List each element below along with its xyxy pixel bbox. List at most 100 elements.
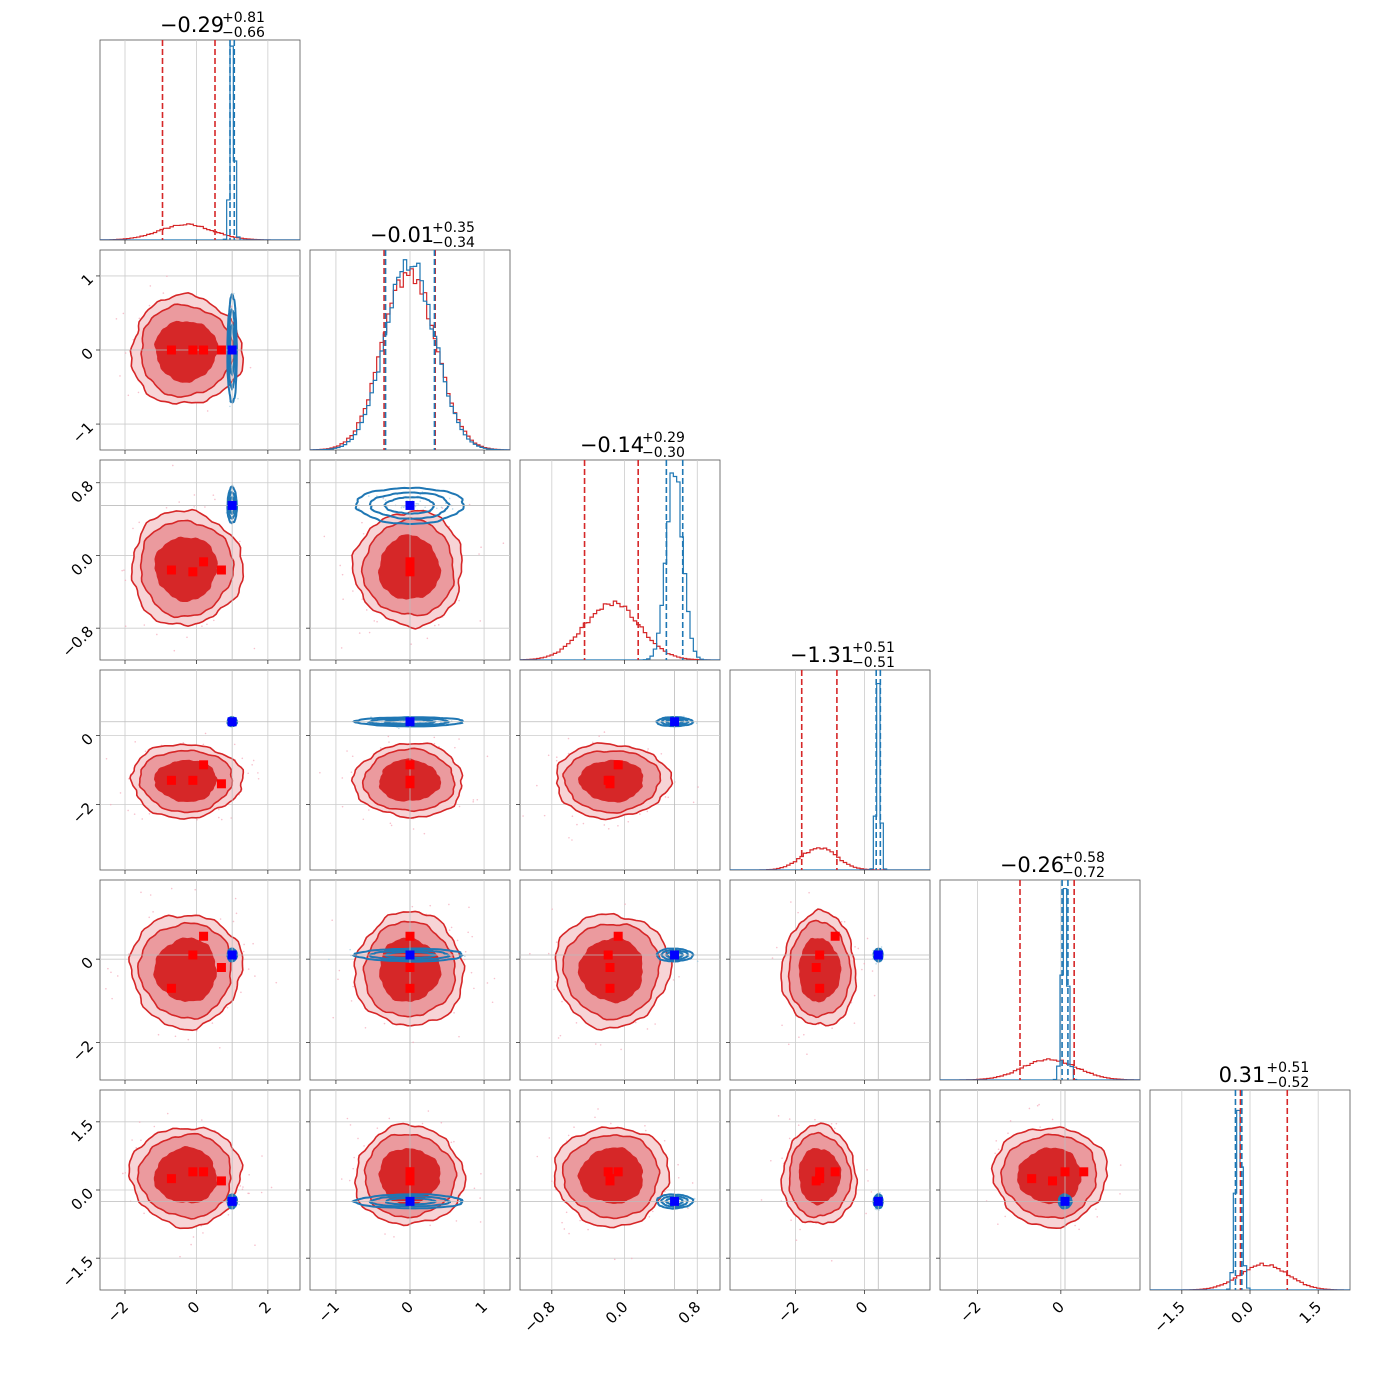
red-sample-point	[491, 1001, 494, 1004]
red-sample-point	[247, 968, 250, 970]
y-tick-label: −1	[69, 418, 97, 446]
red-sample-point	[667, 796, 670, 799]
red-marker	[216, 779, 226, 789]
panel-title-lower: −0.34	[432, 235, 475, 251]
red-sample-point	[567, 1134, 570, 1137]
blue-sample-point	[682, 1198, 685, 1201]
red-sample-point	[863, 962, 866, 965]
red-sample-point	[331, 919, 333, 922]
y-tick-label: 0	[78, 730, 97, 749]
red-sample-point	[467, 931, 469, 934]
red-sample-point	[630, 1257, 633, 1260]
red-marker	[1048, 1176, 1057, 1186]
scatter-panel-4-2	[516, 879, 721, 1084]
red-sample-point	[870, 1191, 873, 1193]
red-density-contour	[798, 1147, 842, 1206]
red-density-fill	[155, 537, 218, 602]
red-marker	[216, 345, 226, 355]
blue-marker	[405, 500, 415, 510]
red-sample-point	[323, 535, 326, 538]
red-sample-point	[121, 569, 123, 572]
red-sample-point	[105, 757, 108, 760]
x-tick-label: 0	[398, 1298, 417, 1317]
red-sample-point	[771, 957, 774, 959]
red-sample-point	[840, 921, 843, 923]
red-sample-point	[788, 1137, 791, 1140]
red-sample-point	[1036, 1104, 1039, 1107]
red-sample-point	[383, 1022, 386, 1025]
blue-sample-point	[229, 405, 231, 408]
panel-title-upper: +0.51	[852, 640, 895, 656]
scatter-panel-5-0: −2 0 2 −1.5 0.0 1.5	[59, 1089, 301, 1326]
red-sample-point	[349, 1124, 352, 1126]
red-sample-point	[412, 1041, 414, 1044]
red-sample-point	[217, 808, 220, 811]
red-sample-point	[358, 632, 361, 634]
red-sample-point	[1009, 1120, 1012, 1122]
blue-sample-point	[688, 956, 690, 958]
red-sample-point	[166, 275, 168, 278]
blue-sample-point	[367, 495, 370, 497]
red-sample-point	[110, 971, 112, 974]
red-density-contour	[129, 292, 245, 405]
red-sample-point	[536, 784, 538, 787]
blue-histogram	[940, 887, 1140, 1080]
red-sample-point	[651, 1210, 654, 1213]
red-sample-point	[458, 738, 460, 740]
red-sample-point	[567, 737, 570, 740]
blue-sample-point	[875, 962, 877, 965]
blue-sample-point	[464, 955, 466, 958]
red-marker	[605, 963, 615, 972]
red-density-contour	[136, 1132, 232, 1220]
red-sample-point	[352, 590, 354, 592]
panel-title-median: −0.26	[1000, 853, 1064, 877]
red-marker	[405, 760, 415, 770]
red-sample-point	[853, 1022, 856, 1024]
scatter-panel-4-0: −2 0	[69, 879, 301, 1084]
red-sample-point	[1078, 1228, 1080, 1231]
red-sample-point	[124, 352, 127, 354]
red-sample-point	[1038, 1103, 1040, 1106]
blue-marker	[227, 950, 237, 960]
red-sample-point	[219, 918, 222, 920]
red-sample-point	[410, 643, 413, 645]
red-sample-point	[597, 1108, 599, 1110]
red-sample-point	[647, 748, 649, 750]
red-sample-point	[997, 1148, 1000, 1151]
red-sample-point	[568, 836, 570, 839]
red-sample-point	[555, 759, 558, 762]
red-sample-point	[187, 1038, 190, 1041]
red-sample-point	[1028, 1107, 1031, 1110]
red-marker	[405, 963, 415, 972]
x-tick-label: 0	[1048, 1298, 1067, 1317]
red-sample-point	[579, 1219, 581, 1222]
red-density-contour	[154, 536, 218, 602]
red-sample-point	[795, 1239, 798, 1241]
red-density-contour	[154, 320, 219, 383]
red-sample-point	[192, 1236, 195, 1238]
panel-title-lower: −0.51	[852, 655, 895, 671]
red-sample-point	[1004, 1215, 1006, 1218]
red-density-contour	[138, 749, 234, 814]
red-sample-point	[871, 970, 874, 972]
y-tick-label: −1.5	[59, 1253, 97, 1291]
panel-content	[100, 250, 300, 450]
blue-marker	[670, 717, 680, 727]
red-sample-point	[193, 494, 196, 496]
blue-sample-point	[414, 505, 417, 508]
red-sample-point	[153, 1125, 156, 1128]
red-sample-point	[478, 553, 480, 555]
x-tick-label: 0.8	[675, 1298, 705, 1328]
red-sample-point	[261, 1155, 263, 1157]
red-sample-point	[613, 1258, 616, 1261]
red-sample-point	[202, 743, 205, 746]
red-marker	[815, 950, 825, 960]
red-sample-point	[156, 633, 158, 636]
red-density-contour	[363, 1133, 458, 1219]
panel-content	[520, 1090, 720, 1290]
blue-sample-point	[400, 506, 403, 509]
red-marker	[405, 779, 415, 789]
panel-content	[520, 670, 720, 870]
red-sample-point	[252, 759, 255, 762]
